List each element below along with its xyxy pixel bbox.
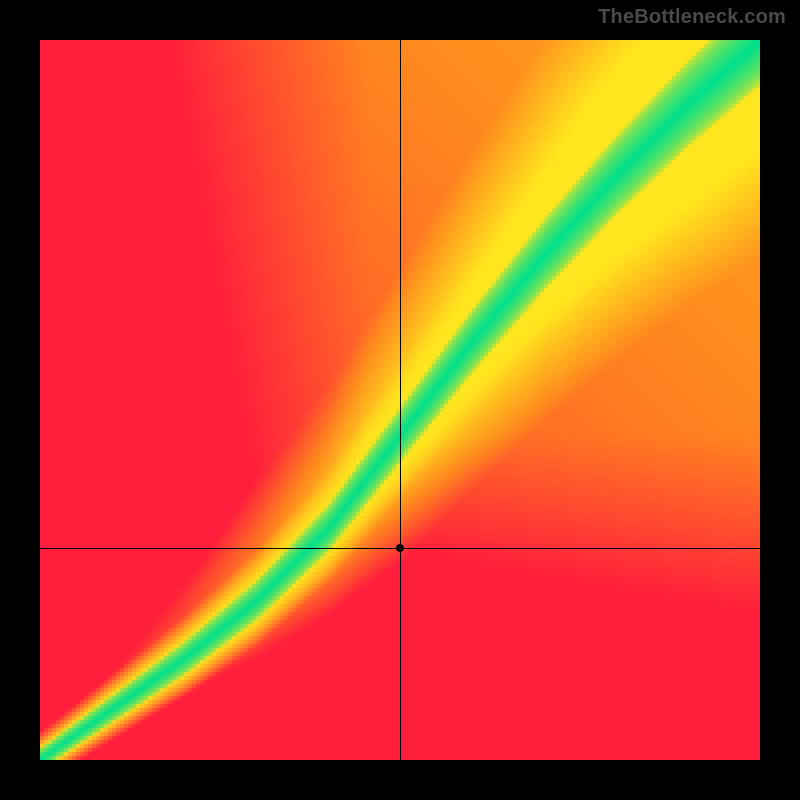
crosshair-vertical (400, 40, 401, 760)
heatmap-frame (40, 40, 760, 760)
chart-container: TheBottleneck.com (0, 0, 800, 800)
watermark-text: TheBottleneck.com (598, 6, 786, 29)
crosshair-dot (396, 544, 404, 552)
